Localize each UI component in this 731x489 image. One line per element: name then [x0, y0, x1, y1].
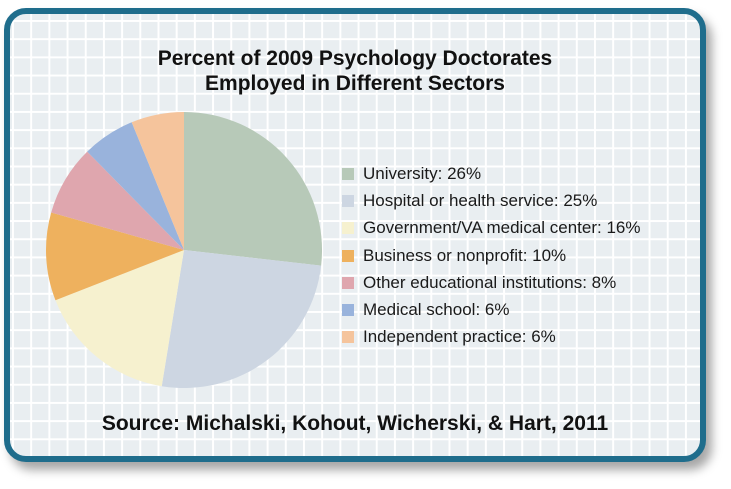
legend-label-business: Business or nonprofit: 10%	[363, 245, 567, 265]
legend-swatch-other-educational	[342, 276, 354, 289]
legend-swatch-government	[342, 222, 354, 235]
legend-item-hospital: Hospital or health service: 25%	[342, 187, 641, 214]
pie-slice-medical-school	[87, 122, 184, 250]
legend-swatch-hospital	[342, 194, 354, 207]
pie-slice-hospital-or-health-service	[161, 250, 322, 389]
legend-item-university: University: 26%	[342, 160, 641, 187]
legend-label-hospital: Hospital or health service: 25%	[363, 190, 598, 210]
chart-title-line-1: Percent of 2009 Psychology Doctorates	[157, 47, 553, 70]
pie-slice-business-or-nonprofit	[45, 212, 184, 301]
legend-swatch-university	[342, 167, 354, 180]
legend-label-medical-school: Medical school: 6%	[363, 300, 510, 320]
legend-swatch-medical-school	[342, 304, 354, 317]
pie-chart	[45, 112, 322, 389]
pie-slice-university	[184, 112, 322, 266]
chart-title: Percent of 2009 Psychology Doctorates Em…	[10, 46, 700, 96]
legend-label-independent-practice: Independent practice: 6%	[363, 327, 556, 347]
legend-item-independent-practice: Independent practice: 6%	[342, 324, 641, 351]
legend-label-other-educational: Other educational institutions: 8%	[363, 272, 617, 292]
legend-item-other-educational: Other educational institutions: 8%	[342, 269, 641, 296]
pie-slice-government-va-medical-center	[55, 250, 184, 387]
legend-item-medical-school: Medical school: 6%	[342, 296, 641, 323]
chart-frame: Percent of 2009 Psychology Doctorates Em…	[4, 8, 706, 462]
legend-item-business: Business or nonprofit: 10%	[342, 242, 641, 269]
pie-slice-other-educational-institutions	[51, 151, 185, 250]
legend-swatch-business	[342, 249, 354, 262]
legend-label-government: Government/VA medical center: 16%	[363, 218, 641, 238]
legend-swatch-independent-practice	[342, 331, 354, 344]
chart-title-line-2: Employed in Different Sectors	[205, 72, 505, 95]
pie-slice-independent-practice	[131, 112, 184, 250]
legend-item-government: Government/VA medical center: 16%	[342, 215, 641, 242]
legend-label-university: University: 26%	[363, 163, 482, 183]
chart-legend: University: 26% Hospital or health servi…	[342, 160, 641, 351]
chart-source: Source: Michalski, Kohout, Wicherski, & …	[101, 412, 609, 435]
